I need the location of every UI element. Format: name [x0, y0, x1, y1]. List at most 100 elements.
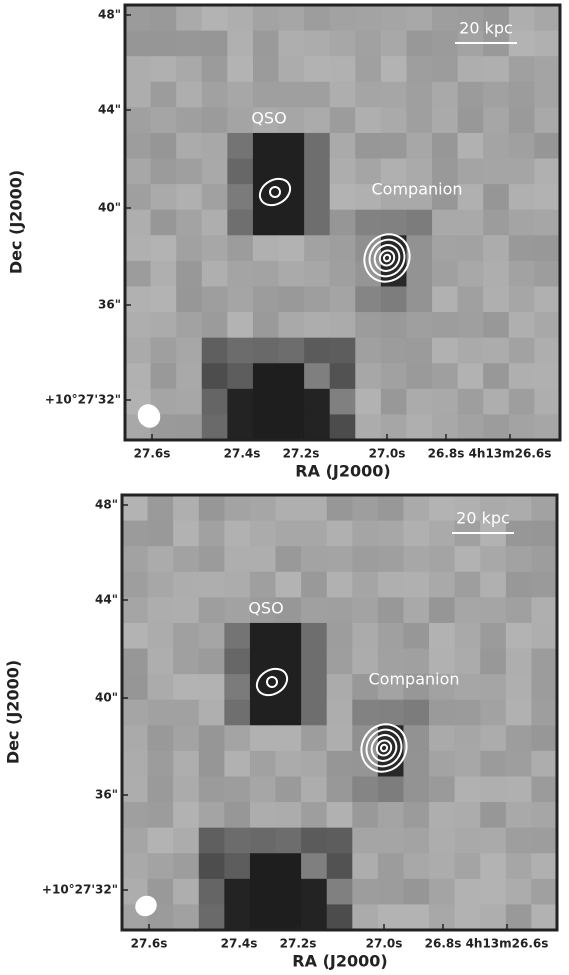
- pixel: [249, 725, 277, 752]
- pixel: [150, 184, 177, 211]
- pixel: [304, 56, 331, 83]
- pixel: [198, 520, 225, 547]
- y-tick-label: 36": [98, 298, 121, 312]
- pixel: [329, 363, 356, 390]
- pixel: [122, 597, 149, 624]
- pixel: [534, 107, 561, 134]
- pixel: [531, 776, 558, 803]
- pixel: [198, 827, 225, 854]
- pixel: [301, 699, 328, 726]
- pixel: [249, 776, 277, 803]
- contour: [258, 177, 292, 207]
- contour: [375, 739, 393, 757]
- pixel: [173, 750, 200, 777]
- pixel: [252, 414, 280, 441]
- pixel: [480, 827, 507, 854]
- pixel: [201, 5, 228, 32]
- pixel: [147, 622, 174, 650]
- pixel: [275, 622, 302, 650]
- pixel: [329, 132, 356, 160]
- pixel: [377, 520, 404, 547]
- pixel: [429, 827, 456, 854]
- y-tick-label: 40": [95, 691, 118, 705]
- pixel: [275, 699, 302, 726]
- pixel: [454, 802, 481, 829]
- pixel: [352, 878, 379, 905]
- pixel: [224, 802, 251, 829]
- pixel: [275, 878, 302, 905]
- pixel: [377, 622, 404, 650]
- pixel: [457, 209, 484, 236]
- pixel: [249, 622, 277, 650]
- pixel: [505, 725, 532, 752]
- pixel: [227, 363, 254, 390]
- pixel: [198, 495, 225, 522]
- pixel: [252, 5, 280, 32]
- pixel: [329, 260, 356, 287]
- pixel: [122, 674, 149, 701]
- pixel: [406, 414, 433, 441]
- pixel: [252, 337, 280, 364]
- pixel: [122, 699, 149, 726]
- pixel: [227, 132, 254, 160]
- pixel: [508, 56, 535, 83]
- pixel: [224, 546, 251, 573]
- pixel: [480, 878, 507, 905]
- pixel: [198, 674, 225, 701]
- pixel: [252, 107, 280, 134]
- pixel: [457, 235, 484, 262]
- x-tick-label: 27.6s: [131, 937, 168, 951]
- pixel: [201, 312, 228, 339]
- pixel: [429, 904, 456, 931]
- pixel: [147, 597, 174, 624]
- pixel: [304, 158, 331, 185]
- pixel: [122, 802, 149, 829]
- pixel: [150, 158, 177, 185]
- pixel: [531, 597, 558, 624]
- pixel: [326, 520, 353, 547]
- pixel: [432, 30, 459, 57]
- pixel: [147, 546, 174, 573]
- pixel: [329, 107, 356, 134]
- pixel: [201, 388, 228, 415]
- pixel: [480, 750, 507, 777]
- pixel: [429, 520, 456, 547]
- pixel: [483, 158, 510, 185]
- pixel: [301, 648, 328, 675]
- pixel: [429, 648, 456, 675]
- image-map: [125, 5, 561, 441]
- y-tick-label: 44": [95, 593, 118, 607]
- pixel: [275, 495, 302, 522]
- pixel: [377, 546, 404, 573]
- pixel: [406, 209, 433, 236]
- pixel: [125, 235, 152, 262]
- pixel: [432, 388, 459, 415]
- pixel: [326, 571, 353, 598]
- pixel: [380, 184, 407, 211]
- pixel: [122, 546, 149, 573]
- pixel: [505, 546, 532, 573]
- pixel: [380, 363, 407, 390]
- pixel: [377, 853, 404, 880]
- pixel: [534, 30, 561, 57]
- pixel: [329, 337, 356, 364]
- pixel: [429, 750, 456, 777]
- pixel: [483, 5, 510, 32]
- pixel: [429, 725, 456, 752]
- pixel: [380, 132, 407, 160]
- pixel: [531, 520, 558, 547]
- pixel: [483, 286, 510, 313]
- pixel: [355, 30, 382, 57]
- pixel: [457, 56, 484, 83]
- pixel: [329, 56, 356, 83]
- pixel: [432, 5, 459, 32]
- pixel: [173, 827, 200, 854]
- pixel: [534, 235, 561, 262]
- pixel: [480, 597, 507, 624]
- pixel: [198, 904, 225, 931]
- pixel: [150, 363, 177, 390]
- pixel: [198, 725, 225, 752]
- pixel: [380, 337, 407, 364]
- x-axis-title: RA (J2000): [295, 462, 390, 481]
- pixel: [377, 776, 404, 803]
